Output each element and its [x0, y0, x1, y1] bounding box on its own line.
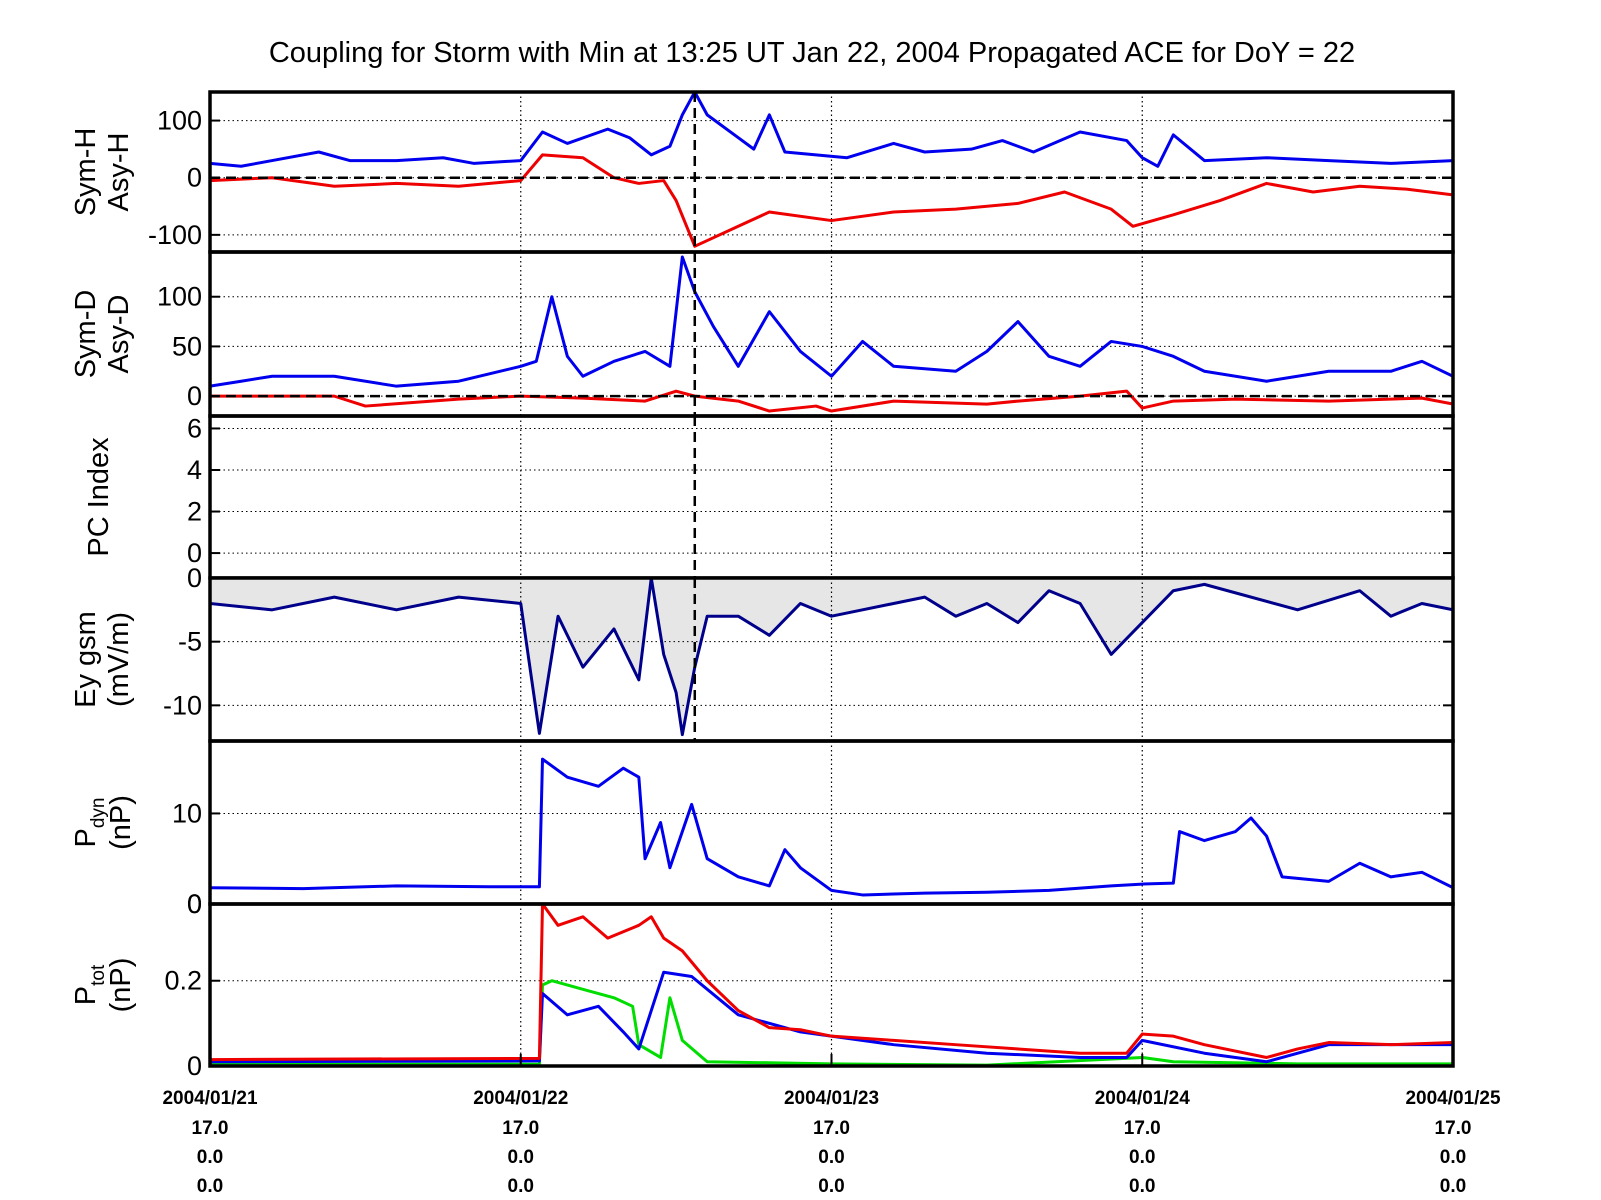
- panel-ey: 0 -5 -10 Ey gsm(mV/m): [70, 563, 1455, 743]
- xtick-label-0-row3: 0.0: [197, 1176, 223, 1197]
- xtick-label-3-row2: 0.0: [1129, 1147, 1155, 1168]
- series-symh-red: [210, 153, 1453, 248]
- ytick-label-symd-2: 0: [187, 381, 202, 411]
- xtick-label-3-row0: 2004/01/24: [1095, 1088, 1191, 1109]
- series-ptot-green: [210, 979, 1453, 1066]
- panel-pdyn: 10 0 Pdyn(nP): [70, 739, 1455, 919]
- panel-symd: 100 50 0 Sym-DAsy-D: [70, 250, 1455, 418]
- ytick-label-ey-0: 0: [187, 563, 202, 593]
- xtick-label-2-row1: 17.0: [813, 1118, 850, 1139]
- x-axis-labels: 2004/01/21 17.0 0.0 0.0 2004/01/22 17.0 0.0 0.0…: [162, 1054, 1501, 1197]
- ylabel-ptot: Ptot(nP): [70, 958, 137, 1013]
- series-symd-blue: [210, 255, 1453, 388]
- ytick-label-ptot-2: 0: [187, 889, 202, 919]
- xtick-label-0-row2: 0.0: [197, 1147, 223, 1168]
- xtick-label-0-row1: 17.0: [192, 1118, 229, 1139]
- ylabel-pc: PC Index: [83, 437, 115, 557]
- ytick-label-pc-3: 0: [187, 538, 202, 568]
- ytick-label-symd-1: 50: [172, 331, 202, 361]
- xtick-label-4-row0: 2004/01/25: [1405, 1088, 1501, 1109]
- series-symh-blue: [210, 92, 1453, 168]
- ytick-label-pc-0: 6: [187, 413, 202, 443]
- ytick-label-symd-0: 100: [157, 282, 202, 312]
- ytick-label-ptot-1: 0: [187, 1051, 202, 1081]
- xtick-label-3-row1: 17.0: [1124, 1118, 1161, 1139]
- series-ey-navy: [210, 578, 1453, 737]
- figure-title: Coupling for Storm with Min at 13:25 UT …: [269, 37, 1355, 69]
- area-fill-ey-0: [210, 578, 1453, 735]
- ytick-label-ey-1: -5: [178, 627, 202, 657]
- ylabel-symd: Sym-DAsy-D: [70, 290, 135, 379]
- ylabel-ey: Ey gsm(mV/m): [70, 611, 135, 708]
- series-ptot-blue: [210, 970, 1453, 1064]
- xtick-label-2-row2: 0.0: [818, 1147, 844, 1168]
- panel-symh: 100 0 -100 Sym-HAsy-H: [70, 90, 1455, 254]
- xtick-label-1-row0: 2004/01/22: [473, 1088, 568, 1109]
- series-pdyn-blue: [210, 757, 1453, 897]
- ylabel-symh: Sym-HAsy-H: [70, 128, 135, 217]
- ytick-label-pdyn-1: 0: [187, 889, 202, 919]
- xtick-label-3-row3: 0.0: [1129, 1176, 1155, 1197]
- ytick-label-symh-0: 100: [157, 106, 202, 136]
- xtick-label-2-row3: 0.0: [818, 1176, 844, 1197]
- xtick-label-1-row1: 17.0: [502, 1118, 539, 1139]
- ytick-label-symh-1: 0: [187, 163, 202, 193]
- ytick-label-pc-2: 2: [187, 497, 202, 527]
- xtick-label-4-row2: 0.0: [1440, 1147, 1466, 1168]
- ytick-label-pc-1: 4: [187, 455, 202, 485]
- series-ptot-red: [210, 904, 1453, 1062]
- xtick-label-4-row1: 17.0: [1435, 1118, 1472, 1139]
- ylabel-pdyn: Pdyn(nP): [70, 795, 137, 850]
- ytick-label-ptot-0: 0.2: [164, 966, 202, 996]
- xtick-label-1-row3: 0.0: [508, 1176, 534, 1197]
- series-symd-red: [210, 389, 1453, 413]
- xtick-label-0-row0: 2004/01/21: [162, 1088, 258, 1109]
- xtick-label-4-row3: 0.0: [1440, 1176, 1466, 1197]
- ytick-label-pdyn-0: 10: [172, 798, 202, 828]
- ytick-label-ey-2: -10: [163, 690, 202, 720]
- xtick-label-1-row2: 0.0: [508, 1147, 534, 1168]
- panel-ptot: 0.2 0 0 Ptot(nP): [70, 889, 1455, 1081]
- panel-pc: 6 4 2 0 PC Index: [83, 413, 1455, 580]
- xtick-label-2-row0: 2004/01/23: [784, 1088, 879, 1109]
- panels: 1000-100Sym-HAsy-H100500Sym-DAsy-D6420PC…: [70, 90, 1455, 1081]
- ytick-label-symh-2: -100: [148, 220, 202, 250]
